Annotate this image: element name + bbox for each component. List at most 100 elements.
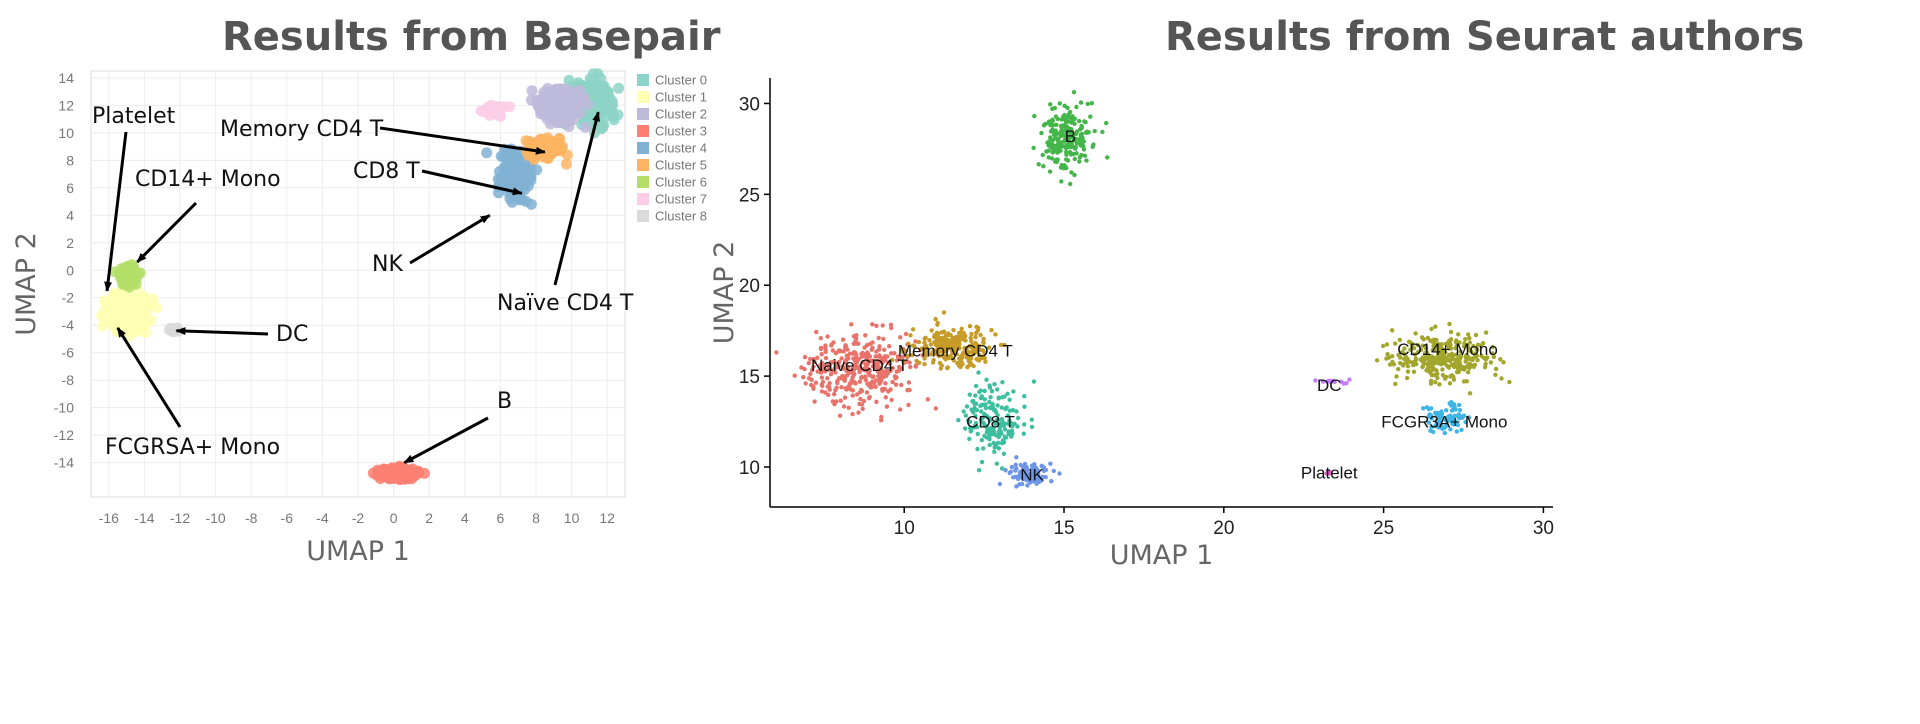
point <box>933 316 938 322</box>
point <box>828 372 834 377</box>
point <box>1421 406 1426 411</box>
point <box>553 87 565 99</box>
point <box>863 375 868 380</box>
x-tick-label: -14 <box>134 510 154 526</box>
point <box>511 171 523 183</box>
point <box>852 380 857 386</box>
point <box>106 300 118 312</box>
point <box>874 349 879 354</box>
point <box>882 386 887 392</box>
legend-swatch <box>637 91 649 103</box>
point <box>906 402 911 408</box>
point <box>841 349 846 354</box>
point <box>892 374 898 379</box>
point <box>1012 421 1017 426</box>
point <box>882 347 887 352</box>
point <box>903 331 909 337</box>
x-tick-label: 12 <box>599 510 615 526</box>
point <box>870 322 875 327</box>
point <box>1089 101 1095 106</box>
point <box>806 360 811 366</box>
point <box>832 392 837 397</box>
point <box>1003 468 1008 473</box>
point <box>1436 419 1442 424</box>
point <box>974 356 979 362</box>
point <box>1464 379 1470 384</box>
point <box>1400 349 1405 355</box>
point <box>1398 355 1403 360</box>
x-tick-label: -10 <box>205 510 225 526</box>
point <box>1457 407 1463 413</box>
point <box>882 354 888 359</box>
point <box>845 365 851 370</box>
legend-label: Cluster 4 <box>655 141 707 156</box>
point <box>900 358 906 364</box>
point <box>849 322 854 327</box>
point <box>930 350 935 355</box>
point <box>1442 354 1447 359</box>
point <box>1380 343 1386 349</box>
point <box>899 382 904 388</box>
point <box>974 324 979 329</box>
point <box>910 343 916 348</box>
point <box>1061 139 1067 144</box>
point <box>898 407 903 412</box>
point <box>1046 119 1052 124</box>
point <box>972 425 977 430</box>
point <box>856 356 861 362</box>
cluster-label: NK <box>1020 465 1044 484</box>
point <box>857 379 863 384</box>
cluster-cluster-2 <box>525 82 594 133</box>
annotation-arrow <box>136 201 198 264</box>
point <box>1429 354 1435 359</box>
point <box>865 358 870 363</box>
annotation-arrow <box>175 327 269 336</box>
point <box>1473 332 1479 338</box>
point <box>1079 125 1085 130</box>
y-tick-label: -4 <box>62 317 75 333</box>
point <box>1001 451 1007 456</box>
point <box>1458 349 1463 354</box>
point <box>516 194 528 206</box>
point <box>1092 128 1097 134</box>
point <box>864 362 869 367</box>
cluster-platelet <box>1324 469 1332 476</box>
cluster-label: Platelet <box>1301 463 1358 482</box>
point <box>1327 379 1333 384</box>
point <box>861 360 866 365</box>
point <box>1005 391 1010 396</box>
point <box>998 342 1004 348</box>
point <box>928 342 933 347</box>
point <box>877 354 883 359</box>
data-points <box>774 90 1512 489</box>
point <box>1010 408 1016 413</box>
point <box>916 339 922 345</box>
point <box>1436 356 1442 362</box>
point <box>1104 120 1109 126</box>
point <box>869 358 874 364</box>
point <box>1475 342 1481 347</box>
point <box>1488 360 1494 365</box>
point <box>1060 144 1065 149</box>
point <box>880 323 885 328</box>
legend-label: Cluster 5 <box>655 158 707 173</box>
legend-label: Cluster 0 <box>655 73 707 88</box>
point <box>830 368 836 373</box>
point <box>1443 341 1449 346</box>
point <box>1007 418 1012 423</box>
point <box>908 364 913 370</box>
point <box>979 437 984 443</box>
x-tick-label: 10 <box>894 518 915 539</box>
point <box>820 360 825 366</box>
point <box>1057 146 1062 152</box>
point <box>1451 353 1456 358</box>
point <box>999 405 1005 410</box>
point <box>893 382 899 387</box>
point <box>959 359 964 365</box>
point <box>847 351 853 356</box>
point <box>1420 364 1425 370</box>
point <box>1393 341 1398 346</box>
point <box>1396 366 1401 372</box>
point <box>579 121 591 133</box>
